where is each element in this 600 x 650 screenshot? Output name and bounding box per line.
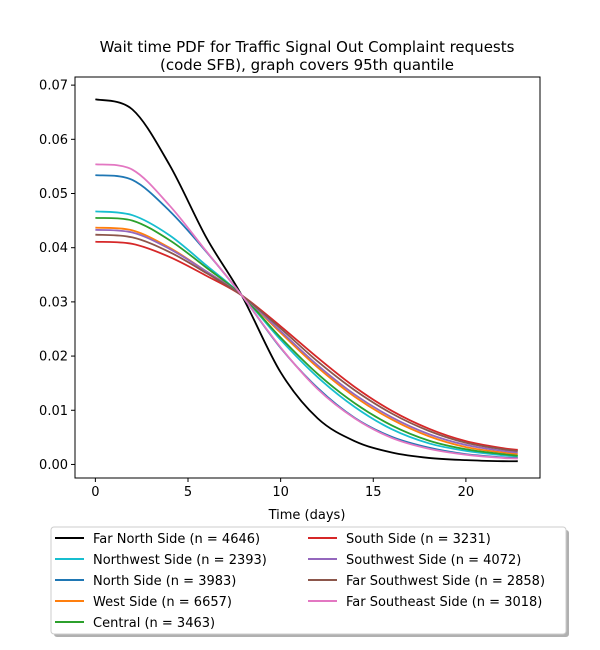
x-axis-label: Time (days) <box>268 508 346 523</box>
legend: Far North Side (n = 4646) Northwest Side … <box>50 526 569 637</box>
chart-title-line1: Wait time PDF for Traffic Signal Out Com… <box>100 38 515 56</box>
series-line-7 <box>95 233 518 452</box>
y-tick-label: 0.06 <box>39 133 68 148</box>
legend-label-7: Far Southwest Side (n = 2858) <box>346 574 545 589</box>
series-line-0 <box>95 98 518 463</box>
legend-label-3: West Side (n = 6657) <box>93 595 232 610</box>
series-line-4 <box>95 216 518 457</box>
legend-label-6: Southwest Side (n = 4072) <box>346 553 521 568</box>
y-tick-label: 0.07 <box>39 79 68 94</box>
x-tick-label: 5 <box>184 485 192 500</box>
legend-label-2: North Side (n = 3983) <box>93 574 236 589</box>
y-tick-label: 0.01 <box>39 404 68 419</box>
axes-frame <box>74 76 541 479</box>
legend-label-1: Northwest Side (n = 2393) <box>93 553 267 568</box>
y-tick-label: 0.00 <box>39 458 68 473</box>
x-tick-label: 0 <box>91 485 99 500</box>
series-line-8 <box>95 163 518 460</box>
y-tick-label: 0.05 <box>39 187 68 202</box>
series-line-1 <box>95 210 518 458</box>
legend-label-5: South Side (n = 3231) <box>346 532 491 547</box>
series-line-3 <box>95 226 518 456</box>
series-line-5 <box>95 240 518 451</box>
y-tick-label: 0.02 <box>39 350 68 365</box>
legend-label-0: Far North Side (n = 4646) <box>93 532 260 547</box>
plot-area: 0 5 10 15 20 0.00 0.01 0.02 0.03 0.04 0.05 0.06 0.07 <box>39 76 541 500</box>
x-tick-label: 15 <box>365 485 382 500</box>
series-line-2 <box>95 174 518 459</box>
legend-label-4: Central (n = 3463) <box>93 616 215 631</box>
x-tick-label: 20 <box>458 485 475 500</box>
chart-title-line2: (code SFB), graph covers 95th quantile <box>160 56 454 74</box>
x-tick-label: 10 <box>272 485 289 500</box>
legend-label-8: Far Southeast Side (n = 3018) <box>346 595 542 610</box>
y-tick-label: 0.04 <box>39 241 68 256</box>
series-line-6 <box>95 228 518 454</box>
y-tick-label: 0.03 <box>39 295 68 310</box>
